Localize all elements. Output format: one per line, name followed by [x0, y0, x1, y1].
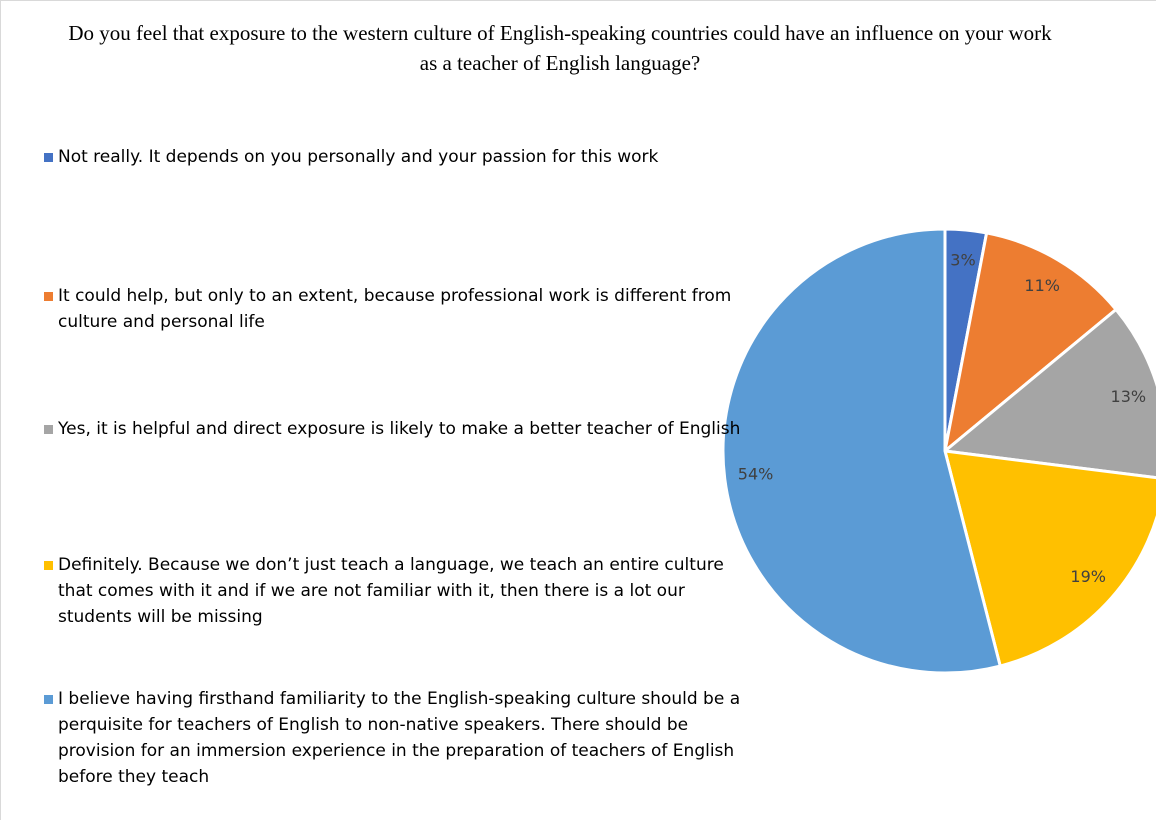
legend-label: Not really. It depends on you personally…	[58, 147, 659, 167]
legend-swatch	[44, 425, 53, 434]
legend-label: I believe having firsthand familiarity t…	[58, 689, 741, 787]
pie-slice	[942, 449, 1156, 668]
legend-swatch	[44, 292, 53, 301]
data-label: 3%	[950, 250, 975, 269]
data-label: 19%	[1070, 567, 1106, 586]
legend-label: Definitely. Because we don’t just teach …	[58, 555, 724, 627]
chart-title: Do you feel that exposure to the western…	[68, 21, 1052, 75]
data-label: 13%	[1111, 387, 1147, 406]
pie-slice	[941, 307, 1156, 480]
pie-slice	[942, 231, 1119, 455]
legend-swatch	[44, 695, 53, 704]
legend-item: Not really. It depends on you personally…	[42, 144, 742, 170]
legend-swatch	[44, 561, 53, 570]
legend-swatch	[44, 153, 53, 162]
pie-slice	[721, 227, 1003, 675]
legend-item: I believe having firsthand familiarity t…	[42, 686, 742, 790]
data-label: 54%	[738, 464, 774, 483]
data-label: 11%	[1024, 276, 1060, 295]
legend-label: It could help, but only to an extent, be…	[58, 286, 732, 332]
legend-item: Definitely. Because we don’t just teach …	[42, 552, 742, 630]
legend-item: Yes, it is helpful and direct exposure i…	[42, 416, 742, 442]
legend-label: Yes, it is helpful and direct exposure i…	[58, 419, 741, 439]
legend-item: It could help, but only to an extent, be…	[42, 283, 742, 335]
